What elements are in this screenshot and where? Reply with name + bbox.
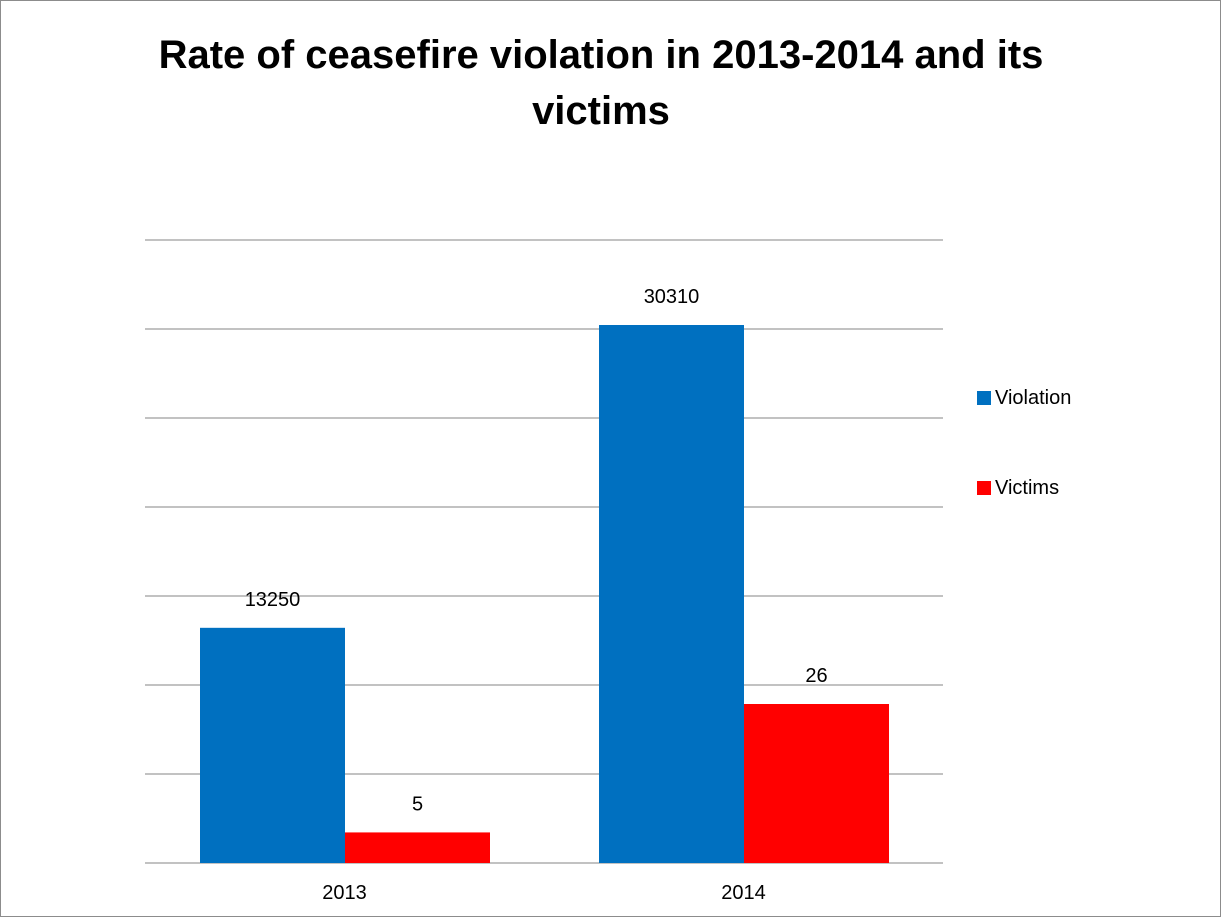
chart-title: Rate of ceasefire violation in 2013-2014… bbox=[158, 33, 1044, 133]
legend: Violation Victims bbox=[977, 384, 1071, 564]
data-label-violation-2014: 30310 bbox=[644, 286, 700, 308]
data-label-victims-2014: 26 bbox=[805, 665, 827, 687]
x-tick-label-2014: 2014 bbox=[721, 882, 766, 904]
bar-victims-2013 bbox=[345, 832, 490, 863]
data-label-victims-2013: 5 bbox=[412, 793, 423, 815]
x-tick-label-2013: 2013 bbox=[322, 882, 367, 904]
bar-violation-2013 bbox=[200, 627, 345, 863]
legend-item-victims: Victims bbox=[977, 474, 1071, 502]
data-label-violation-2013: 13250 bbox=[245, 589, 301, 611]
bar-violation-2014 bbox=[599, 325, 744, 863]
legend-swatch-victims bbox=[977, 481, 991, 495]
legend-label-violation: Violation bbox=[995, 386, 1072, 409]
legend-label-victims: Victims bbox=[995, 476, 1060, 499]
bar-victims-2014 bbox=[744, 704, 889, 863]
legend-item-violation: Violation bbox=[977, 384, 1071, 412]
legend-swatch-violation bbox=[977, 391, 991, 405]
